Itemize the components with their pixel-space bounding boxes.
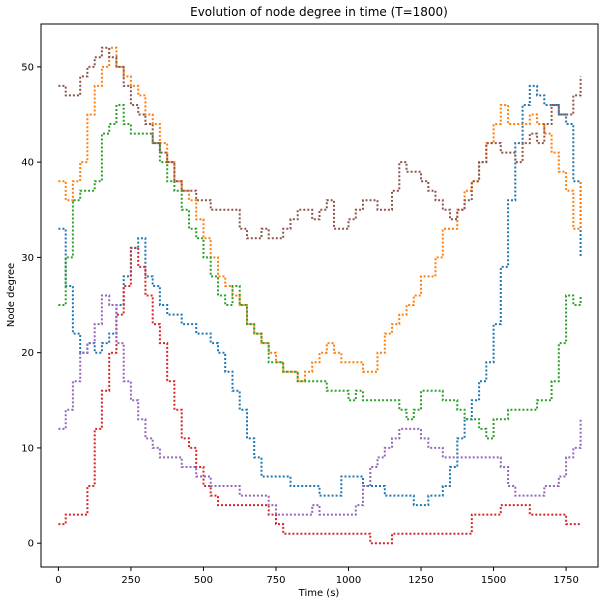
x-tick-label: 750 <box>266 575 285 586</box>
y-tick-label: 50 <box>21 62 34 73</box>
plot-area <box>58 46 582 545</box>
series-line-3 <box>58 104 582 440</box>
y-tick-label: 20 <box>21 348 34 359</box>
x-tick-label: 1000 <box>336 575 361 586</box>
x-tick-label: 0 <box>55 575 61 586</box>
y-tick-label: 10 <box>21 443 34 454</box>
x-tick-label: 500 <box>194 575 213 586</box>
y-axis-label: Node degree <box>6 263 17 327</box>
series-line-6 <box>58 46 582 240</box>
y-tick-label: 30 <box>21 253 34 264</box>
series-line-2 <box>58 46 582 383</box>
axes-frame <box>40 23 599 568</box>
series-line-4 <box>58 246 581 545</box>
series-line-5 <box>58 294 582 516</box>
x-axis-label: Time (s) <box>298 588 340 599</box>
x-tick-label: 250 <box>121 575 140 586</box>
x-tick-label: 1750 <box>553 575 578 586</box>
axis-ticks: 0 250 500 750 1000 1250 1500 1750 0 10 20 30 40 50 <box>21 62 579 586</box>
y-tick-label: 0 <box>28 539 34 550</box>
y-tick-label: 40 <box>21 158 34 169</box>
x-tick-label: 1500 <box>481 575 506 586</box>
chart-title: Evolution of node degree in time (T=1800… <box>190 5 448 19</box>
x-tick-label: 1250 <box>408 575 433 586</box>
